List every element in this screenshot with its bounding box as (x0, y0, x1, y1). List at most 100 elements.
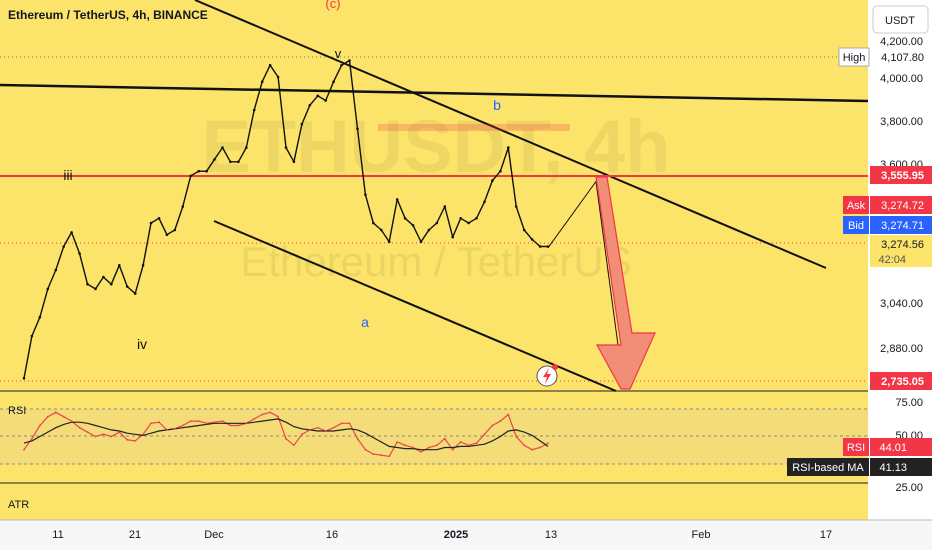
wave-label-c: (c) (325, 0, 340, 11)
currency-button-label: USDT (885, 15, 915, 27)
price-point (86, 282, 89, 286)
rsi-point (332, 426, 335, 429)
rsi-point (213, 421, 216, 424)
price-point (514, 205, 518, 208)
rsi-point (181, 424, 184, 427)
price-point (483, 200, 486, 204)
projection-path[interactable] (547, 180, 623, 375)
price-point (364, 193, 367, 196)
price-point (149, 221, 153, 225)
rsi-point (308, 429, 311, 431)
upper-trendline[interactable] (194, 0, 827, 269)
price-point (451, 235, 455, 239)
countdown-value: 42:04 (878, 254, 906, 266)
price-point (403, 217, 407, 220)
price-series-points (22, 59, 550, 380)
rsi-point (237, 424, 240, 427)
wave-label-iv: iv (137, 336, 147, 352)
rsi-point (39, 424, 41, 427)
rsi-point (277, 415, 279, 418)
high-price-tag: High 4,107.80 (838, 47, 932, 67)
rsi-point (404, 444, 406, 447)
high-label: High (843, 52, 866, 64)
horizontal-trendline[interactable] (0, 83, 869, 103)
rsi-point (515, 435, 518, 438)
rsi-point (348, 422, 351, 425)
price-point (387, 240, 391, 244)
rsi-pane-label: RSI (8, 405, 26, 417)
price-point (499, 169, 502, 173)
rsi-ma-tag-label: RSI-based MA (792, 462, 864, 474)
currency-button[interactable]: USDT (872, 5, 929, 34)
wave-label-iii: iii (63, 167, 72, 183)
price-point (356, 127, 359, 131)
price-point (197, 169, 200, 173)
price-point (54, 268, 58, 272)
lower-channel-line[interactable] (213, 220, 617, 392)
ask-value: 3,274.72 (881, 200, 924, 212)
price-point (252, 108, 256, 112)
down-arrow[interactable] (595, 176, 656, 390)
price-point (229, 160, 232, 164)
rsi-point (229, 424, 232, 427)
x-tick-label: Dec (204, 529, 224, 541)
price-point (292, 160, 296, 164)
price-point (268, 63, 272, 67)
price-point (221, 146, 224, 149)
price-point (141, 264, 145, 267)
price-point (245, 146, 248, 149)
y-tick-label: 4,200.00 (880, 36, 923, 48)
price-point (276, 75, 280, 79)
rsi-point (253, 418, 256, 420)
price-point (62, 245, 65, 248)
rsi-point (356, 437, 359, 440)
time-axis[interactable]: 11 21 Dec 16 2025 13 Feb 17 (52, 529, 832, 541)
price-point (30, 334, 34, 338)
price-point (102, 275, 105, 279)
price-point (419, 240, 423, 244)
price-point (538, 245, 542, 248)
rsi-tag-value: 44.01 (879, 442, 907, 454)
price-point (546, 245, 550, 248)
price-point (324, 99, 328, 102)
x-tick-label: 2025 (444, 529, 468, 541)
rsi-point (539, 446, 541, 449)
rsi-point (245, 422, 248, 425)
rsi-point (340, 422, 343, 425)
bid-value: 3,274.71 (881, 220, 924, 232)
y-tick-label: 2,880.00 (880, 343, 923, 355)
target-price-tag: 2,735.05 (870, 372, 932, 390)
price-point (332, 80, 335, 83)
price-point (300, 122, 304, 126)
rsi-point (435, 444, 438, 447)
rsi-point (523, 444, 526, 447)
rsi-tick-label: 75.00 (895, 397, 923, 409)
price-point (284, 146, 288, 149)
watermark-highlight (378, 124, 570, 131)
ask-tag: Ask 3,274.72 (843, 196, 932, 214)
rsi-ma-tag-value: 41.13 (879, 462, 907, 474)
rsi-point (86, 431, 89, 433)
alert-lightning-icon[interactable] (536, 364, 558, 387)
rsi-point (483, 433, 486, 436)
target-value: 2,735.05 (881, 376, 924, 388)
rsi-point (142, 433, 145, 436)
rsi-point (126, 438, 129, 441)
rsi-point (158, 421, 160, 424)
rsi-point (150, 422, 152, 425)
rsi-point (459, 441, 462, 443)
price-point (94, 287, 97, 291)
watermark-name: Ethereum / TetherUS (240, 238, 631, 285)
price-point (475, 217, 478, 220)
price-point (467, 221, 470, 225)
price-point (213, 158, 216, 161)
rsi-tag-label: RSI (847, 442, 865, 454)
rsi-point (205, 422, 208, 425)
rsi-point (547, 442, 549, 444)
rsi-point (364, 448, 367, 451)
rsi-point (412, 446, 414, 449)
rsi-point (491, 424, 494, 427)
rsi-point (285, 437, 287, 440)
rsi-point (443, 437, 446, 440)
